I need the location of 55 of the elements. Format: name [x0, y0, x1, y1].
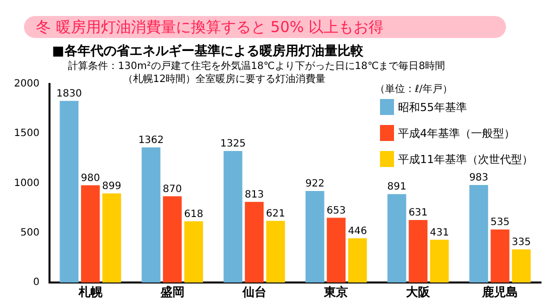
- bar: [512, 249, 531, 283]
- x-tick-label: 盛岡: [159, 284, 184, 299]
- data-label: 983: [469, 172, 488, 184]
- data-label: 1830: [56, 88, 82, 100]
- bar: [162, 196, 182, 283]
- data-label: 1325: [220, 138, 246, 150]
- legend-label: 平成4年基準（一般型）: [398, 126, 515, 140]
- bar: [102, 193, 122, 283]
- data-label: 1362: [138, 134, 164, 146]
- annotation: （札幌12時間）全室暖房に要する灯油消費量: [123, 72, 326, 86]
- data-label: 621: [266, 208, 286, 220]
- y-tick-label: 1000: [14, 178, 40, 189]
- chart-title: 冬 暖房用灯油消費量に換算すると 50% 以上もお得: [24, 16, 506, 38]
- bar: [326, 218, 346, 283]
- bar: [60, 100, 78, 283]
- bar: [408, 220, 428, 283]
- bar: [184, 221, 204, 283]
- bar: [430, 240, 449, 283]
- x-tick-label: 大阪: [406, 284, 432, 299]
- data-label: 631: [408, 208, 428, 219]
- bar: [142, 147, 160, 283]
- data-label: 813: [244, 189, 264, 200]
- x-tick-label: 東京: [323, 284, 348, 299]
- bar: [469, 184, 488, 283]
- legend-label: 平成11年基準（次世代型）: [398, 152, 533, 166]
- bar: [387, 194, 406, 283]
- x-tick-label: 仙台: [241, 284, 266, 299]
- chart-subtitle: ■各年代の省エネルギー基準による暖房用灯油量比較: [52, 42, 364, 60]
- x-tick-label: 鹿児島: [481, 284, 518, 299]
- bar: [81, 185, 100, 283]
- data-label: 335: [512, 236, 531, 248]
- data-label: 870: [162, 184, 182, 195]
- data-label: 980: [80, 172, 100, 184]
- data-label: 535: [490, 217, 510, 228]
- data-label: 618: [184, 208, 204, 220]
- data-label: 891: [387, 182, 406, 193]
- y-tick-label: 2000: [14, 78, 40, 90]
- bar: [224, 151, 242, 283]
- data-label: 653: [326, 205, 346, 216]
- bar: [306, 191, 324, 283]
- bar: [266, 220, 285, 283]
- bar: [244, 202, 264, 283]
- y-tick-label: 0: [33, 277, 40, 288]
- bar: [490, 229, 510, 283]
- annotation: （単位：ℓ/年戸）: [375, 83, 452, 96]
- text: 計算条件：130m²の戸建て住宅を外気温18℃より下がった日に18℃まで毎日8時間: [68, 60, 446, 73]
- y-tick-label: 500: [20, 228, 40, 239]
- data-label: 446: [348, 226, 368, 237]
- bar: [348, 238, 367, 283]
- x-tick-label: 札幌: [77, 284, 104, 299]
- legend-label: 昭和55年基準: [398, 100, 467, 114]
- data-label: 431: [430, 227, 449, 238]
- data-label: 922: [305, 178, 324, 190]
- y-tick-label: 1500: [14, 128, 40, 140]
- data-label: 899: [102, 180, 122, 192]
